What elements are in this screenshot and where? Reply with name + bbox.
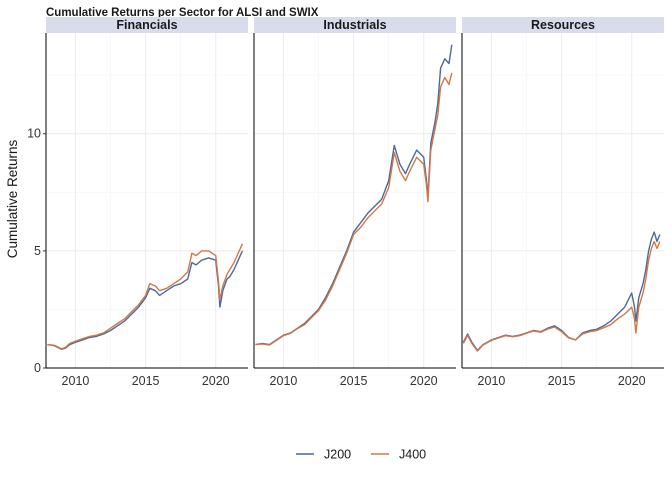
strip-industrials — [254, 17, 456, 33]
series-line-financials-j200 — [47, 250, 244, 350]
x-tick-label: 2010 — [478, 374, 506, 388]
panel-financials: Financials 2010 2015 2020 0 5 10 — [27, 17, 248, 388]
x-tick-label: 2015 — [132, 374, 160, 388]
y-tick-label: 10 — [27, 127, 41, 141]
chart-title: Cumulative Returns per Sector for ALSI a… — [46, 7, 319, 19]
x-tick-label: 2020 — [202, 374, 230, 388]
strip-resources — [462, 17, 664, 33]
legend-label-j400: J400 — [399, 448, 426, 462]
y-axis-title: Cumulative Returns — [5, 139, 20, 258]
panel-resources: Resources 2010 2015 2020 — [461, 17, 664, 388]
y-tick-label: 5 — [34, 244, 41, 258]
x-tick-label: 2010 — [270, 374, 298, 388]
x-tick-label: 2015 — [340, 374, 368, 388]
panel-industrials: Industrials 2010 2015 2020 — [253, 17, 456, 388]
legend: J200 J400 — [296, 448, 426, 462]
x-tick-label: 2010 — [62, 374, 90, 388]
x-tick-label: 2020 — [618, 374, 646, 388]
legend-item-j400: J400 — [371, 448, 426, 462]
x-tick-label: 2015 — [548, 374, 576, 388]
legend-label-j200: J200 — [324, 448, 351, 462]
y-tick-label: 0 — [34, 361, 41, 375]
strip-label-resources: Resources — [531, 18, 595, 32]
panels-layer: Financials 2010 2015 2020 0 5 10 Industrials 201… — [27, 17, 664, 388]
legend-item-j200: J200 — [296, 448, 351, 462]
series-line-resources-j400 — [462, 240, 661, 352]
series-line-industrials-j400 — [255, 72, 453, 346]
strip-label-financials: Financials — [116, 18, 177, 32]
strip-financials — [46, 17, 248, 33]
x-tick-label: 2020 — [410, 374, 438, 388]
series-line-financials-j400 — [47, 243, 244, 350]
strip-label-industrials: Industrials — [323, 18, 386, 32]
